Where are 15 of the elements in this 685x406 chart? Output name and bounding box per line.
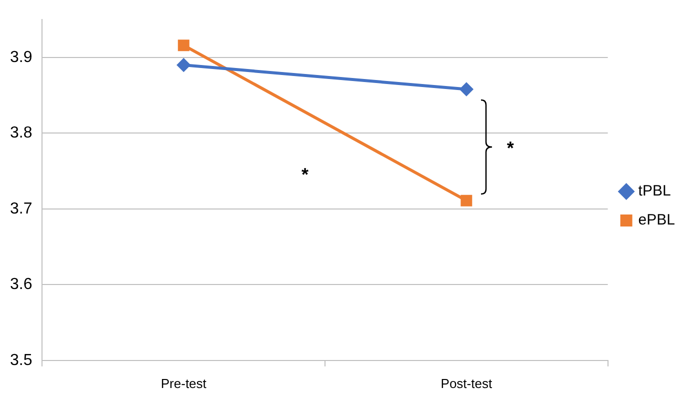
x-tick-label: Pre-test [160,376,207,391]
legend-label: tPBL [638,182,671,200]
y-tick-label: 3.8 [10,124,32,142]
y-tick-label: 3.7 [10,200,32,218]
point [178,40,190,52]
point [177,58,190,72]
y-tick-label: 3.9 [10,48,32,66]
y-tick-label: 3.6 [10,276,32,294]
legend-label: ePBL [638,212,676,229]
annotation: * [302,164,309,185]
y-tick-label: 3.5 [10,352,32,369]
point [460,194,472,206]
point [460,82,473,96]
annotation: * [506,138,514,158]
x-tick-label: Post-test [440,376,492,391]
